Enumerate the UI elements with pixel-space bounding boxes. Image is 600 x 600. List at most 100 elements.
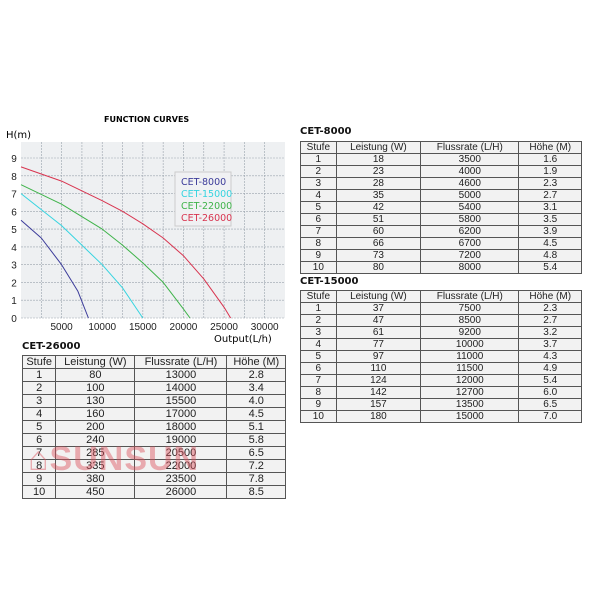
table-row: 8 142 12700 6.0: [300, 386, 582, 399]
legend-entry: CET-8000: [181, 177, 226, 188]
table-cell: 4.5: [226, 407, 286, 421]
table-cell: 8: [21, 459, 57, 473]
table-row: 6 51 5800 3.5: [300, 213, 582, 226]
table-cell: 9: [300, 398, 337, 411]
table-row: 7 124 12000 5.4: [300, 374, 582, 387]
y-axis-label: H(m): [6, 130, 31, 141]
table-row: 5 42 5400 3.1: [300, 201, 582, 214]
table-cell: 4.8: [518, 249, 582, 262]
table-row: 2 47 8500 2.7: [300, 314, 582, 327]
table-row: 4 35 5000 2.7: [300, 189, 582, 202]
table-cell: 142: [335, 386, 422, 399]
table-cell: 180: [335, 410, 422, 423]
table-row: 9 157 13500 6.5: [300, 398, 582, 411]
table-cell: 5800: [420, 213, 520, 226]
column-header: Stufe: [21, 355, 57, 369]
table-cell: 8.5: [226, 485, 286, 499]
column-header: Flussrate (L/H): [420, 141, 520, 154]
table-cell: 4.3: [518, 350, 582, 363]
table-cell: 3.5: [518, 213, 582, 226]
table-cell: 8: [300, 237, 337, 250]
table-row: 10 80 8000 5.4: [300, 261, 582, 274]
column-header: Flussrate (L/H): [134, 355, 228, 369]
table-header-row: Stufe Leistung (W) Flussrate (L/H) Höhe (M): [300, 141, 582, 154]
legend-entry: CET-15000: [181, 189, 232, 200]
table-cell: 8000: [420, 261, 520, 274]
table-cell: 26000: [134, 485, 228, 499]
table-cell: 5: [300, 201, 337, 214]
table-cell: 3: [21, 394, 57, 408]
column-header: Höhe (M): [518, 290, 582, 303]
table-cell: 130: [55, 394, 136, 408]
table-cell: 3.2: [518, 326, 582, 339]
table-row: 1 80 13000 2.8: [21, 368, 286, 382]
table-title-cet-26000: CET-26000: [22, 341, 81, 352]
table-cell: 8500: [420, 314, 520, 327]
table-cell: 3.7: [518, 338, 582, 351]
table-cell: 124: [335, 374, 422, 387]
table-cell: 3.4: [226, 381, 286, 395]
legend-entry: CET-22000: [181, 201, 232, 212]
table-row: 6 240 19000 5.8: [21, 433, 286, 447]
table-cell: 7.0: [518, 410, 582, 423]
table-cell: 5: [300, 350, 337, 363]
x-tick-label: 10000: [88, 322, 116, 333]
table-cell: 7500: [420, 302, 520, 315]
table-cell: 23: [335, 165, 422, 178]
x-tick-label: 15000: [129, 322, 157, 333]
table-cell: 5.4: [518, 374, 582, 387]
table-cell: 9: [300, 249, 337, 262]
table-cell: 20500: [134, 446, 228, 460]
table-cell: 3: [300, 326, 337, 339]
table-cell: 73: [335, 249, 422, 262]
table-row: 10 180 15000 7.0: [300, 410, 582, 423]
y-tick-label: 9: [11, 154, 17, 165]
table-cell: 5400: [420, 201, 520, 214]
table-cell: 10: [300, 410, 337, 423]
table-cell: 100: [55, 381, 136, 395]
table-row: 1 18 3500 1.6: [300, 153, 582, 166]
table-row: 1 37 7500 2.3: [300, 302, 582, 315]
series-line-cet-8000: [20, 219, 89, 319]
legend: [174, 171, 232, 227]
table-cell: 2.3: [518, 302, 582, 315]
table-cell: 80: [335, 261, 422, 274]
column-header: Flussrate (L/H): [420, 290, 520, 303]
table-cell: 7: [300, 225, 337, 238]
table-cell: 1: [300, 302, 337, 315]
table-row: 6 110 11500 4.9: [300, 362, 582, 375]
y-tick-label: 2: [11, 278, 17, 289]
table-row: 3 28 4600 2.3: [300, 177, 582, 190]
y-tick-label: 4: [11, 243, 17, 254]
table-cell: 3: [300, 177, 337, 190]
table-cell: 2: [300, 314, 337, 327]
series-line-cet-22000: [20, 184, 191, 319]
plot-area: [21, 142, 285, 318]
y-tick-label: 5: [11, 225, 17, 236]
table-cell: 17000: [134, 407, 228, 421]
table-row: 10 450 26000 8.5: [21, 485, 286, 499]
table-cell: 4000: [420, 165, 520, 178]
table-cell: 110: [335, 362, 422, 375]
table-cell: 1: [21, 368, 57, 382]
table-cell: 3500: [420, 153, 520, 166]
column-header: Leistung (W): [335, 290, 422, 303]
table-cell: 4.9: [518, 362, 582, 375]
table-cell: 8: [300, 386, 337, 399]
table-row: 8 66 6700 4.5: [300, 237, 582, 250]
table-cell: 1.6: [518, 153, 582, 166]
table-cell: 47: [335, 314, 422, 327]
table-row: 5 200 18000 5.1: [21, 420, 286, 434]
table-row: 3 61 9200 3.2: [300, 326, 582, 339]
table-cet-8000: Stufe Leistung (W) Flussrate (L/H) Höhe (M)…: [300, 141, 582, 274]
table-cell: 35: [335, 189, 422, 202]
table-cell: 2: [21, 381, 57, 395]
table-cell: 97: [335, 350, 422, 363]
table-row: 2 23 4000 1.9: [300, 165, 582, 178]
table-cell: 15500: [134, 394, 228, 408]
x-tick-label: 30000: [251, 322, 279, 333]
table-cell: 5.8: [226, 433, 286, 447]
column-header: Höhe (M): [226, 355, 286, 369]
table-cell: 2.3: [518, 177, 582, 190]
table-cell: 4: [300, 338, 337, 351]
